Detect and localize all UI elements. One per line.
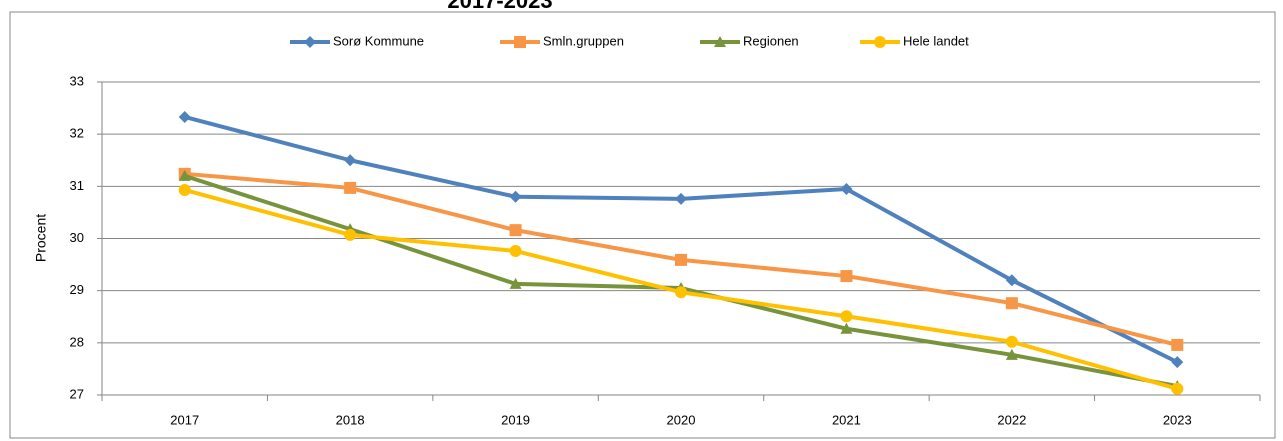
marker (1171, 382, 1184, 395)
marker (675, 253, 687, 266)
x-tick-label: 2022 (997, 412, 1026, 427)
chart-frame (9, 11, 1276, 439)
marker (1171, 338, 1184, 351)
marker (840, 270, 853, 283)
legend-label: Hele landet (903, 33, 969, 48)
marker (1005, 335, 1018, 348)
x-tick-label: 2019 (501, 412, 530, 427)
marker (675, 192, 687, 205)
marker (509, 245, 522, 258)
y-tick-label: 32 (70, 126, 84, 141)
marker (178, 169, 191, 181)
marker (344, 228, 357, 241)
y-tick-label: 33 (70, 73, 84, 88)
x-tick-label: 2018 (336, 412, 365, 427)
marker (178, 110, 191, 123)
marker (178, 183, 191, 196)
legend-label: Sorø Kommune (333, 33, 424, 48)
y-tick-label: 31 (70, 178, 84, 193)
y-tick-label: 28 (70, 334, 84, 349)
marker (1005, 274, 1018, 287)
marker (509, 224, 522, 237)
marker (509, 277, 522, 289)
x-tick-label: 2020 (667, 412, 696, 427)
marker (840, 310, 853, 323)
marker (1005, 348, 1018, 360)
chart-title: 2017-2023 (447, 0, 552, 13)
y-axis-label: Procent (33, 214, 49, 262)
legend-label: Smln.gruppen (543, 33, 624, 48)
marker (304, 36, 316, 48)
marker (344, 181, 357, 194)
marker (514, 36, 526, 48)
marker (840, 182, 853, 195)
x-tick-label: 2023 (1163, 412, 1192, 427)
marker (1171, 356, 1184, 369)
marker (344, 154, 357, 167)
x-tick-label: 2021 (832, 412, 861, 427)
legend-label: Regionen (743, 33, 799, 48)
marker (840, 322, 853, 334)
marker (675, 286, 687, 299)
marker (714, 36, 726, 47)
marker (874, 36, 886, 48)
x-tick-label: 2017 (170, 412, 199, 427)
marker (509, 190, 522, 203)
y-tick-label: 27 (70, 386, 84, 401)
y-tick-label: 29 (70, 282, 84, 297)
y-tick-label: 30 (70, 230, 84, 245)
marker (1005, 297, 1018, 310)
